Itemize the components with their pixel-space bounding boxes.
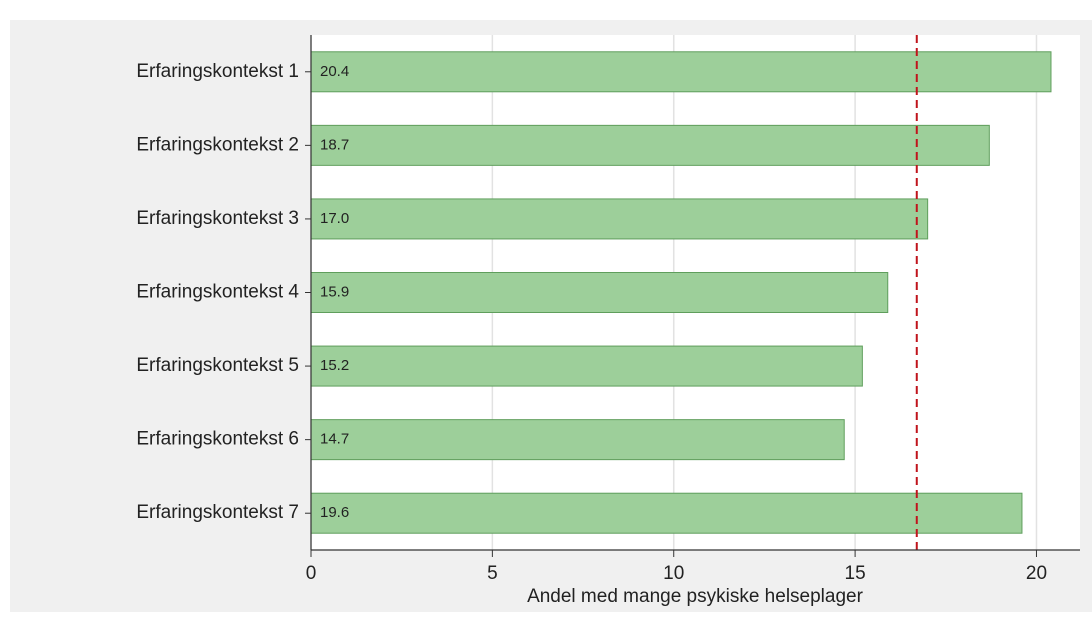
x-tick-label: 15 xyxy=(845,563,866,584)
bar xyxy=(310,124,990,166)
value-label: 14.7 xyxy=(320,431,349,448)
y-tick-label: Erfaringskontekst 6 xyxy=(136,429,299,450)
value-label: 18.7 xyxy=(320,136,349,153)
bar xyxy=(310,492,1023,534)
value-label: 20.4 xyxy=(320,63,349,80)
bar xyxy=(310,345,863,387)
value-label: 15.2 xyxy=(320,357,349,374)
bar xyxy=(310,272,889,313)
y-tick-label: Erfaringskontekst 1 xyxy=(136,61,299,82)
value-label: 15.9 xyxy=(320,283,349,300)
x-tick-label: 0 xyxy=(306,563,317,584)
bar xyxy=(310,419,845,461)
x-tick-label: 5 xyxy=(487,563,498,584)
y-tick-label: Erfaringskontekst 5 xyxy=(136,355,299,376)
x-tick-label: 20 xyxy=(1026,563,1047,584)
bar xyxy=(310,51,1052,93)
y-tick-label: Erfaringskontekst 4 xyxy=(136,282,299,303)
value-label: 17.0 xyxy=(320,210,349,227)
y-tick-label: Erfaringskontekst 2 xyxy=(136,134,299,155)
y-tick-label: Erfaringskontekst 3 xyxy=(136,208,299,229)
bar xyxy=(310,198,929,240)
x-axis-label: Andel med mange psykiske helseplager xyxy=(527,586,864,607)
x-tick-label: 10 xyxy=(663,563,684,584)
value-label: 19.6 xyxy=(320,504,349,521)
y-tick-label: Erfaringskontekst 7 xyxy=(136,502,299,523)
